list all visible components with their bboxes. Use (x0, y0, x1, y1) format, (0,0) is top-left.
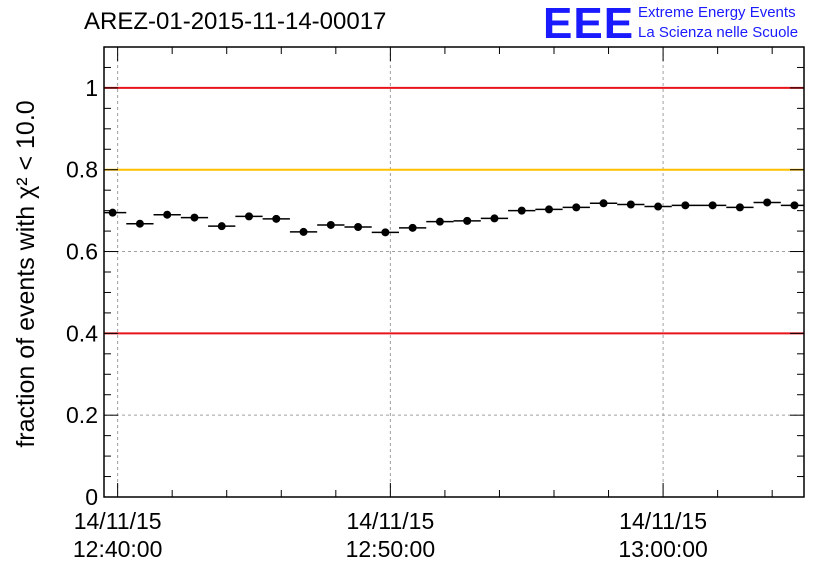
x-tick-label-time: 12:50:00 (346, 536, 436, 562)
data-point (490, 214, 499, 223)
data-point (190, 213, 199, 222)
y-tick-label: 0.8 (66, 157, 98, 183)
data-point (790, 201, 799, 210)
x-tick-label-time: 13:00:00 (618, 536, 708, 562)
data-point (545, 205, 553, 214)
data-point (681, 201, 690, 210)
x-tick-label-date: 14/11/15 (74, 508, 162, 534)
y-axis-label: fraction of events with χ² < 10.0 (12, 100, 40, 447)
data-point (408, 223, 417, 232)
data-point (763, 198, 772, 207)
data-point (435, 217, 444, 226)
logo-line-1: Extreme Energy Events (638, 4, 796, 21)
data-point (135, 219, 144, 228)
data-point (245, 212, 253, 221)
data-point (654, 202, 663, 211)
data-point (272, 214, 281, 223)
data-point (708, 201, 717, 210)
y-tick-label: 0.2 (66, 402, 98, 428)
data-point (517, 206, 526, 215)
data-point (217, 222, 226, 231)
data-point (108, 208, 117, 217)
data-point (163, 210, 172, 219)
y-tick-label: 0 (85, 484, 98, 510)
logo-line-2: La Scienza nelle Scuole (638, 24, 799, 41)
logo-acronym: EEE (543, 0, 635, 48)
data-point (463, 216, 472, 225)
y-tick-label: 0.4 (66, 320, 98, 346)
data-point (599, 199, 608, 208)
plot-frame (103, 46, 805, 498)
data-point (735, 203, 744, 212)
y-tick-label: 0.6 (66, 239, 98, 265)
data-point (299, 227, 308, 236)
data-point (572, 203, 581, 212)
eee-logo[interactable]: EEE Extreme Energy Events La Scienza nel… (543, 0, 833, 48)
x-tick-label-date: 14/11/15 (619, 508, 707, 534)
chart-title: AREZ-01-2015-11-14-00017 (84, 8, 387, 35)
x-tick-label-time: 12:40:00 (73, 536, 163, 562)
data-point (354, 223, 363, 231)
data-point (381, 228, 390, 237)
x-tick-label-date: 14/11/15 (346, 508, 434, 534)
data-point (326, 220, 335, 229)
data-point (626, 200, 635, 209)
y-tick-label: 1 (85, 75, 98, 101)
